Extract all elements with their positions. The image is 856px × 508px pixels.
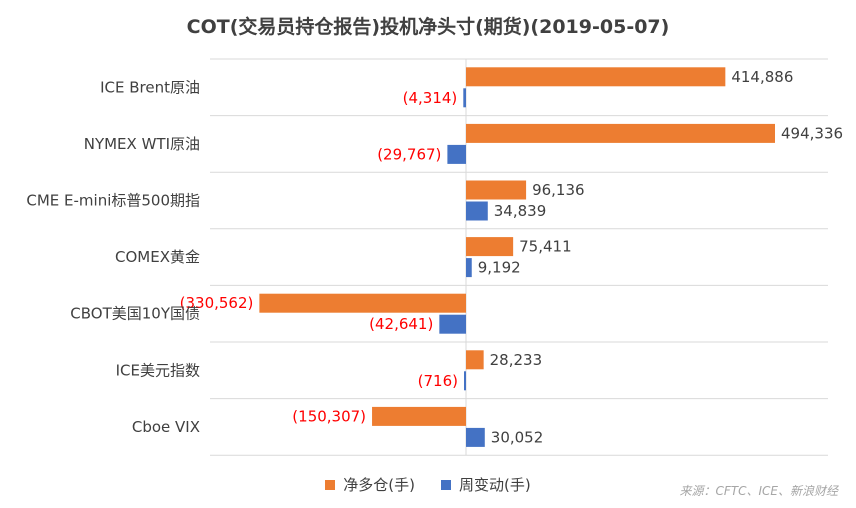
bar-weekly-change [439,314,466,334]
grid-lines [210,58,828,456]
bar-weekly-change [466,258,472,278]
bar-weekly-change [464,371,466,391]
bar-weekly-change [466,427,485,447]
data-label-weekly-change: (42,641) [369,315,433,333]
data-label-weekly-change: 30,052 [491,428,543,446]
bar-net-long [259,293,466,313]
category-label: ICE美元指数 [116,361,200,379]
category-labels: ICE Brent原油 NYMEX WTI原油 CME E-mini标普500期指 C… [26,78,200,436]
data-label-weekly-change: (4,314) [403,89,458,107]
category-label: CBOT美国10Y国债 [70,305,200,323]
data-labels: 414,886 (4,314) 494,336 (29,767) 96,136 34,83… [180,68,843,447]
category-label: NYMEX WTI原油 [84,135,200,153]
data-label-net-long: 96,136 [532,181,585,199]
category-label: ICE Brent原油 [100,78,200,96]
category-label: COMEX黄金 [115,248,200,266]
source-note: 来源：CFTC、ICE、新浪财经 [679,484,839,498]
legend-swatch-net-long [325,479,336,490]
bar-weekly-change [466,201,488,221]
legend-label-weekly-change: 周变动(手) [459,476,531,494]
bar-net-long [466,123,775,143]
legend: 净多仓(手) 周变动(手) [0,474,856,495]
data-label-net-long: 28,233 [490,351,543,369]
category-label: Cboe VIX [132,418,200,436]
legend-swatch-weekly-change [441,479,451,490]
data-label-net-long: (330,562) [180,294,254,312]
chart-title: COT(交易员持仓报告)投机净头寸(期货)(2019-05-07) [186,16,670,38]
data-label-net-long: 414,886 [731,68,793,86]
bar-net-long [466,237,514,257]
legend-item-net-long: 净多仓(手) [325,474,415,495]
data-label-weekly-change: (716) [418,372,458,390]
bar-net-long [466,350,484,370]
bar-net-long [466,180,527,200]
data-label-net-long: (150,307) [292,407,366,425]
bar-net-long [372,406,466,426]
legend-item-weekly-change: 周变动(手) [441,474,531,495]
bar-net-long [466,67,726,87]
category-label: CME E-mini标普500期指 [26,192,200,210]
data-label-weekly-change: (29,767) [377,145,441,163]
bar-weekly-change [463,88,466,108]
data-label-weekly-change: 9,192 [478,259,521,277]
data-label-net-long: 494,336 [781,124,843,142]
bar-weekly-change [447,144,466,164]
bars [259,67,775,447]
data-label-net-long: 75,411 [519,238,572,256]
data-label-weekly-change: 34,839 [494,202,547,220]
legend-label-net-long: 净多仓(手) [343,476,415,494]
